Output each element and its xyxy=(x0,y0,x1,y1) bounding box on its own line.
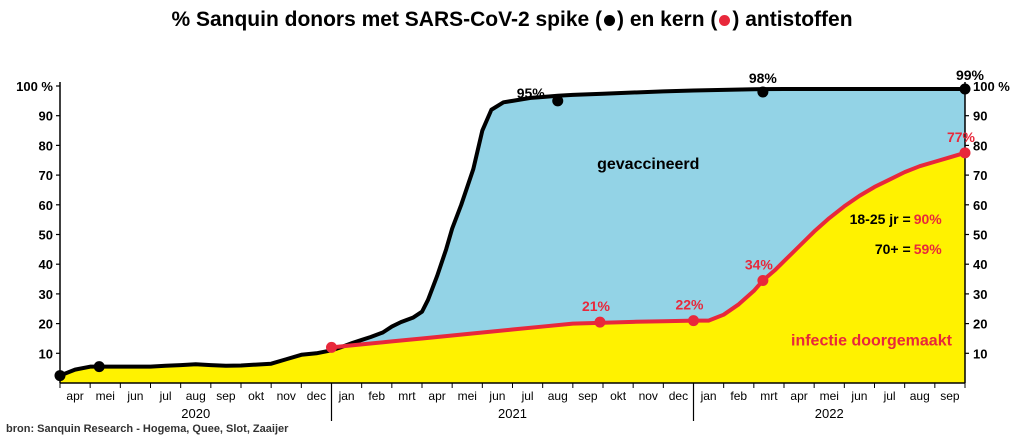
x-tick-label: feb xyxy=(368,389,385,403)
core-data-label: 34% xyxy=(745,257,774,273)
y-tick-label-left: 50 xyxy=(39,228,53,243)
x-tick-label: mrt xyxy=(760,389,778,403)
age-group-1-label: 18-25 jr = xyxy=(850,211,911,227)
spike-marker xyxy=(54,370,66,382)
y-tick-label-left: 30 xyxy=(39,287,53,302)
x-tick-label: nov xyxy=(639,389,658,403)
x-tick-label: jan xyxy=(700,389,717,403)
x-tick-label: jul xyxy=(521,389,534,403)
x-tick-label: aug xyxy=(548,389,568,403)
y-tick-label-right: 50 xyxy=(973,228,987,243)
y-tick-label-right: 80 xyxy=(973,138,987,153)
age-group-2-value: 59% xyxy=(914,241,943,257)
y-tick-label-left: 90 xyxy=(39,109,53,124)
core-marker xyxy=(326,341,337,353)
spike-marker xyxy=(93,361,105,373)
y-tick-label-right: 60 xyxy=(973,198,987,213)
core-marker xyxy=(688,315,699,327)
x-tick-label: jul xyxy=(159,389,172,403)
core-data-label: 21% xyxy=(582,298,611,314)
x-tick-label: sep xyxy=(216,389,236,403)
x-tick-label: apr xyxy=(428,389,445,403)
source-note: bron: Sanquin Research - Hogema, Quee, S… xyxy=(6,423,289,435)
core-marker xyxy=(594,316,606,328)
y-tick-label-right: 30 xyxy=(973,287,987,302)
spike-marker xyxy=(552,95,564,107)
x-tick-label: apr xyxy=(790,389,807,403)
y-tick-label-left: 40 xyxy=(39,257,53,272)
x-tick-label: feb xyxy=(730,389,747,403)
spike-legend-dot xyxy=(604,14,616,26)
core-legend-dot xyxy=(719,14,731,26)
x-tick-label: okt xyxy=(248,389,265,403)
y-tick-label-left: 10 xyxy=(39,346,53,361)
x-tick-label: mei xyxy=(820,389,839,403)
y-tick-label-left: 80 xyxy=(39,138,53,153)
y-tick-label-left: 20 xyxy=(39,317,53,332)
core-data-label: 77% xyxy=(947,129,976,145)
x-tick-label: dec xyxy=(669,389,688,403)
x-tick-label: jul xyxy=(883,389,896,403)
x-tick-label: apr xyxy=(66,389,83,403)
x-tick-label: dec xyxy=(307,389,326,403)
core-marker xyxy=(757,275,769,287)
vaccinated-annotation: gevaccineerd xyxy=(597,156,699,173)
chart-title-part3: ) antistoffen xyxy=(732,8,853,31)
infection-area xyxy=(60,152,965,383)
y-tick-label-right: 70 xyxy=(973,168,987,183)
x-tick-label: aug xyxy=(186,389,206,403)
x-tick-label: nov xyxy=(277,389,296,403)
core-marker xyxy=(959,147,971,159)
x-tick-label: jun xyxy=(488,389,505,403)
core-data-label: 22% xyxy=(675,297,704,313)
x-tick-label: jun xyxy=(126,389,143,403)
infection-annotation: infectie doorgemaakt xyxy=(791,332,953,349)
chart-title: % Sanquin donors met SARS-CoV-2 spike ()… xyxy=(0,8,1024,32)
x-tick-label: mrt xyxy=(398,389,416,403)
y-tick-label-left: 70 xyxy=(39,168,53,183)
chart-title-part2: ) en kern ( xyxy=(617,8,718,31)
age-group-2-label: 70+ = xyxy=(875,241,911,257)
spike-data-label: 98% xyxy=(749,70,778,86)
spike-data-label: 99% xyxy=(956,67,985,83)
x-tick-label: mei xyxy=(458,389,477,403)
spike-line xyxy=(58,86,967,378)
y-tick-label-left: 60 xyxy=(39,198,53,213)
chart-title-part1: % Sanquin donors met SARS-CoV-2 spike ( xyxy=(171,8,603,31)
x-tick-label: jan xyxy=(338,389,355,403)
year-label: 2021 xyxy=(498,406,527,421)
core-line xyxy=(329,150,967,350)
x-tick-label: jun xyxy=(850,389,867,403)
vaccinated-area xyxy=(331,88,965,351)
y-tick-label-right: 40 xyxy=(973,257,987,272)
x-tick-label: sep xyxy=(940,389,960,403)
y-tick-label-left: 100 % xyxy=(16,79,53,94)
y-tick-label-right: 90 xyxy=(973,109,987,124)
year-label: 2020 xyxy=(181,406,210,421)
spike-data-label: 95% xyxy=(517,85,546,101)
x-tick-label: okt xyxy=(610,389,627,403)
age-group-1-value: 90% xyxy=(914,211,943,227)
x-tick-label: mei xyxy=(96,389,115,403)
y-tick-label-right: 20 xyxy=(973,317,987,332)
x-tick-label: aug xyxy=(910,389,930,403)
y-tick-label-right: 10 xyxy=(973,346,987,361)
y-tick-label-right: 100 % xyxy=(973,79,1010,94)
spike-marker xyxy=(959,83,971,95)
x-tick-label: sep xyxy=(578,389,598,403)
spike-marker xyxy=(757,86,769,98)
year-label: 2022 xyxy=(815,406,844,421)
